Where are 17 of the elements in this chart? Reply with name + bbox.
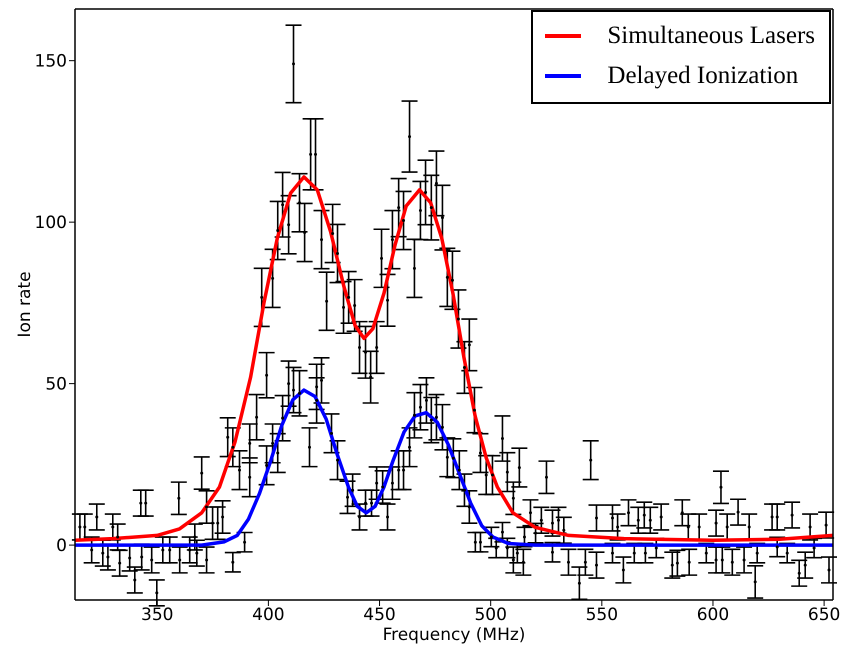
y-axis-title: Ion rate [15, 271, 36, 338]
x-tick-label: 450 [363, 605, 396, 626]
x-tick-label: 550 [586, 605, 618, 626]
x-tick-label: 500 [474, 605, 507, 626]
line-series [75, 175, 833, 542]
x-axis-title: Frequency (MHz) [382, 625, 526, 645]
x-tick-label: 400 [252, 605, 285, 626]
y-tick-label: 100 [34, 213, 67, 234]
x-tick-label: 650 [808, 605, 840, 626]
x-tick-label: 350 [141, 605, 174, 626]
y-tick-label: 150 [34, 52, 67, 72]
x-tick-label: 600 [696, 605, 730, 626]
y-tick-label: 50 [45, 374, 67, 395]
y-tick-label: 0 [56, 536, 67, 556]
legend-label: Delayed Ionization [607, 62, 798, 90]
line-series [75, 388, 833, 547]
legend-label: Simultaneous Lasers [607, 22, 815, 50]
